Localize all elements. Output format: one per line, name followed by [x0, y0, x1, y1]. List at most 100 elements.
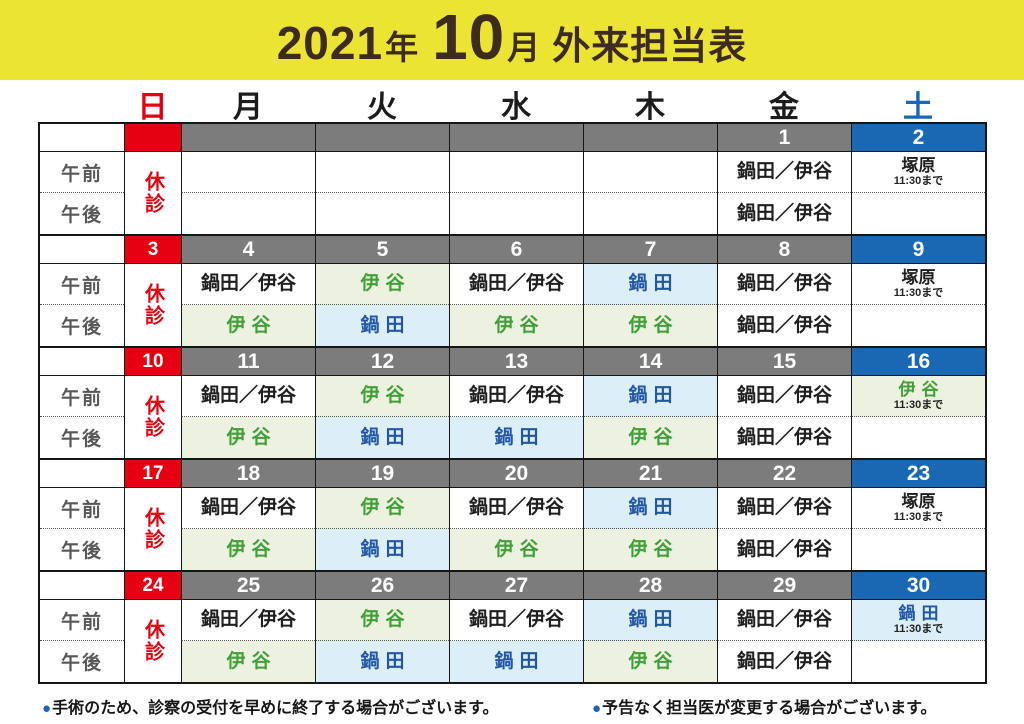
pm-slot: 鍋田 [315, 305, 449, 346]
am-slot [315, 152, 449, 193]
week-5: 24 25 26 27 28 29 30 午前 休診 鍋田／伊谷 伊谷 鍋田／伊… [40, 570, 985, 682]
doctor-name: 伊谷 [226, 650, 277, 672]
am-slot: 鍋田／伊谷 [717, 376, 851, 417]
time-note: 11:30まで [893, 510, 944, 523]
time-label-pm: 午後 [60, 429, 103, 450]
pm-slot [851, 193, 985, 234]
time-note: 11:30まで [893, 398, 944, 411]
am-slot: 伊谷 [315, 600, 449, 641]
closed-cell: 休診 [124, 376, 181, 458]
corner-cell [40, 348, 124, 376]
doctor-name: 伊谷 [360, 273, 411, 295]
title-year: 2021 [276, 17, 384, 69]
day-header-thursday: 木 [635, 91, 665, 124]
doctor-name: 鍋田 [360, 314, 411, 336]
am-slot: 鍋田／伊谷 [717, 488, 851, 529]
doctor-name: 鍋田／伊谷 [736, 161, 832, 183]
date-cell: 24 [124, 572, 181, 600]
closed-cell: 休診 [124, 600, 181, 682]
doctor-name: 塚原 [901, 156, 936, 176]
corner-cell [40, 124, 124, 152]
title-month: 10 [432, 1, 506, 73]
doctor-name: 伊谷 [226, 314, 277, 336]
doctor-name: 鍋田／伊谷 [468, 609, 564, 631]
doctor-name: 伊谷 [628, 538, 679, 560]
doctor-name: 鍋田／伊谷 [200, 609, 296, 631]
date-cell: 16 [851, 348, 985, 376]
footnotes: ●手術のため、診察の受付を早めに終了する場合がございます。 ●予告なく担当医が変… [0, 694, 1024, 720]
doctor-name: 伊谷 [360, 609, 411, 631]
doctor-name: 鍋田 [360, 426, 411, 448]
am-slot [583, 152, 717, 193]
am-slot [449, 152, 583, 193]
doctor-name: 鍋田／伊谷 [200, 385, 296, 407]
time-label-am: 午前 [40, 376, 124, 417]
corner-cell [40, 460, 124, 488]
doctor-name: 伊谷 [628, 650, 679, 672]
pm-slot: 鍋田／伊谷 [717, 641, 851, 682]
date-cell: 28 [583, 572, 717, 600]
doctor-name: 鍋田／伊谷 [736, 538, 832, 560]
date-cell: 29 [717, 572, 851, 600]
time-note: 11:30まで [893, 286, 944, 299]
am-slot: 鍋田／伊谷 [181, 600, 315, 641]
pm-slot [851, 529, 985, 570]
am-slot: 鍋田／伊谷 [449, 488, 583, 529]
date-cell: 5 [315, 236, 449, 264]
day-header-sunday: 日 [137, 91, 168, 124]
date-cell: 14 [583, 348, 717, 376]
am-slot: 鍋田／伊谷 [449, 600, 583, 641]
doctor-name: 伊谷 [226, 426, 277, 448]
am-slot: 伊谷 [315, 376, 449, 417]
pm-slot [851, 305, 985, 346]
date-cell: 26 [315, 572, 449, 600]
time-label-am: 午前 [40, 264, 124, 305]
date-cell: 15 [717, 348, 851, 376]
am-slot: 鍋田／伊谷 [449, 376, 583, 417]
pm-slot: 鍋田／伊谷 [717, 529, 851, 570]
pm-slot [583, 193, 717, 234]
title-year-unit: 年 [385, 29, 419, 66]
doctor-name: 鍋田／伊谷 [736, 650, 832, 672]
pm-slot: 鍋田 [315, 641, 449, 682]
pm-slot: 鍋田 [449, 641, 583, 682]
footnote-change: ●予告なく担当医が変更する場合がございます。 [592, 694, 936, 718]
closed-cell: 休診 [124, 264, 181, 346]
am-slot: 鍋田／伊谷 [181, 488, 315, 529]
corner-cell [40, 236, 124, 264]
doctor-name: 鍋田 [360, 650, 411, 672]
corner-cell [40, 572, 124, 600]
pm-slot: 鍋田 [315, 417, 449, 458]
date-cell: 12 [315, 348, 449, 376]
doctor-name: 鍋田 [628, 273, 679, 295]
doctor-name: 鍋田／伊谷 [200, 273, 296, 295]
date-cell [181, 124, 315, 152]
doctor-name: 鍋田／伊谷 [736, 385, 832, 407]
date-cell: 3 [124, 236, 181, 264]
pm-slot: 伊谷 [583, 529, 717, 570]
doctor-name: 伊谷 [360, 385, 411, 407]
date-cell: 7 [583, 236, 717, 264]
doctor-name: 鍋田 [360, 538, 411, 560]
am-slot: 鍋田 11:30まで [851, 600, 985, 641]
date-cell: 17 [124, 460, 181, 488]
bullet-icon: ● [592, 700, 602, 717]
title-month-unit: 月 [507, 29, 541, 66]
doctor-name: 塚原 [901, 492, 936, 512]
pm-slot [181, 193, 315, 234]
time-label-am: 午前 [40, 600, 124, 641]
doctor-name: 鍋田／伊谷 [736, 314, 832, 336]
doctor-name: 鍋田／伊谷 [200, 497, 296, 519]
closed-cell: 休診 [124, 488, 181, 570]
date-cell: 11 [181, 348, 315, 376]
doctor-name: 鍋田 [628, 609, 679, 631]
pm-slot [851, 641, 985, 682]
doctor-name: 鍋田／伊谷 [736, 497, 832, 519]
day-header-saturday: 土 [903, 91, 933, 124]
pm-slot: 伊谷 [181, 417, 315, 458]
day-header-row: 日 月 火 水 木 金 土 [40, 82, 985, 124]
am-slot: 鍋田／伊谷 [717, 264, 851, 305]
pm-slot: 伊谷 [181, 641, 315, 682]
pm-slot: 伊谷 [181, 529, 315, 570]
